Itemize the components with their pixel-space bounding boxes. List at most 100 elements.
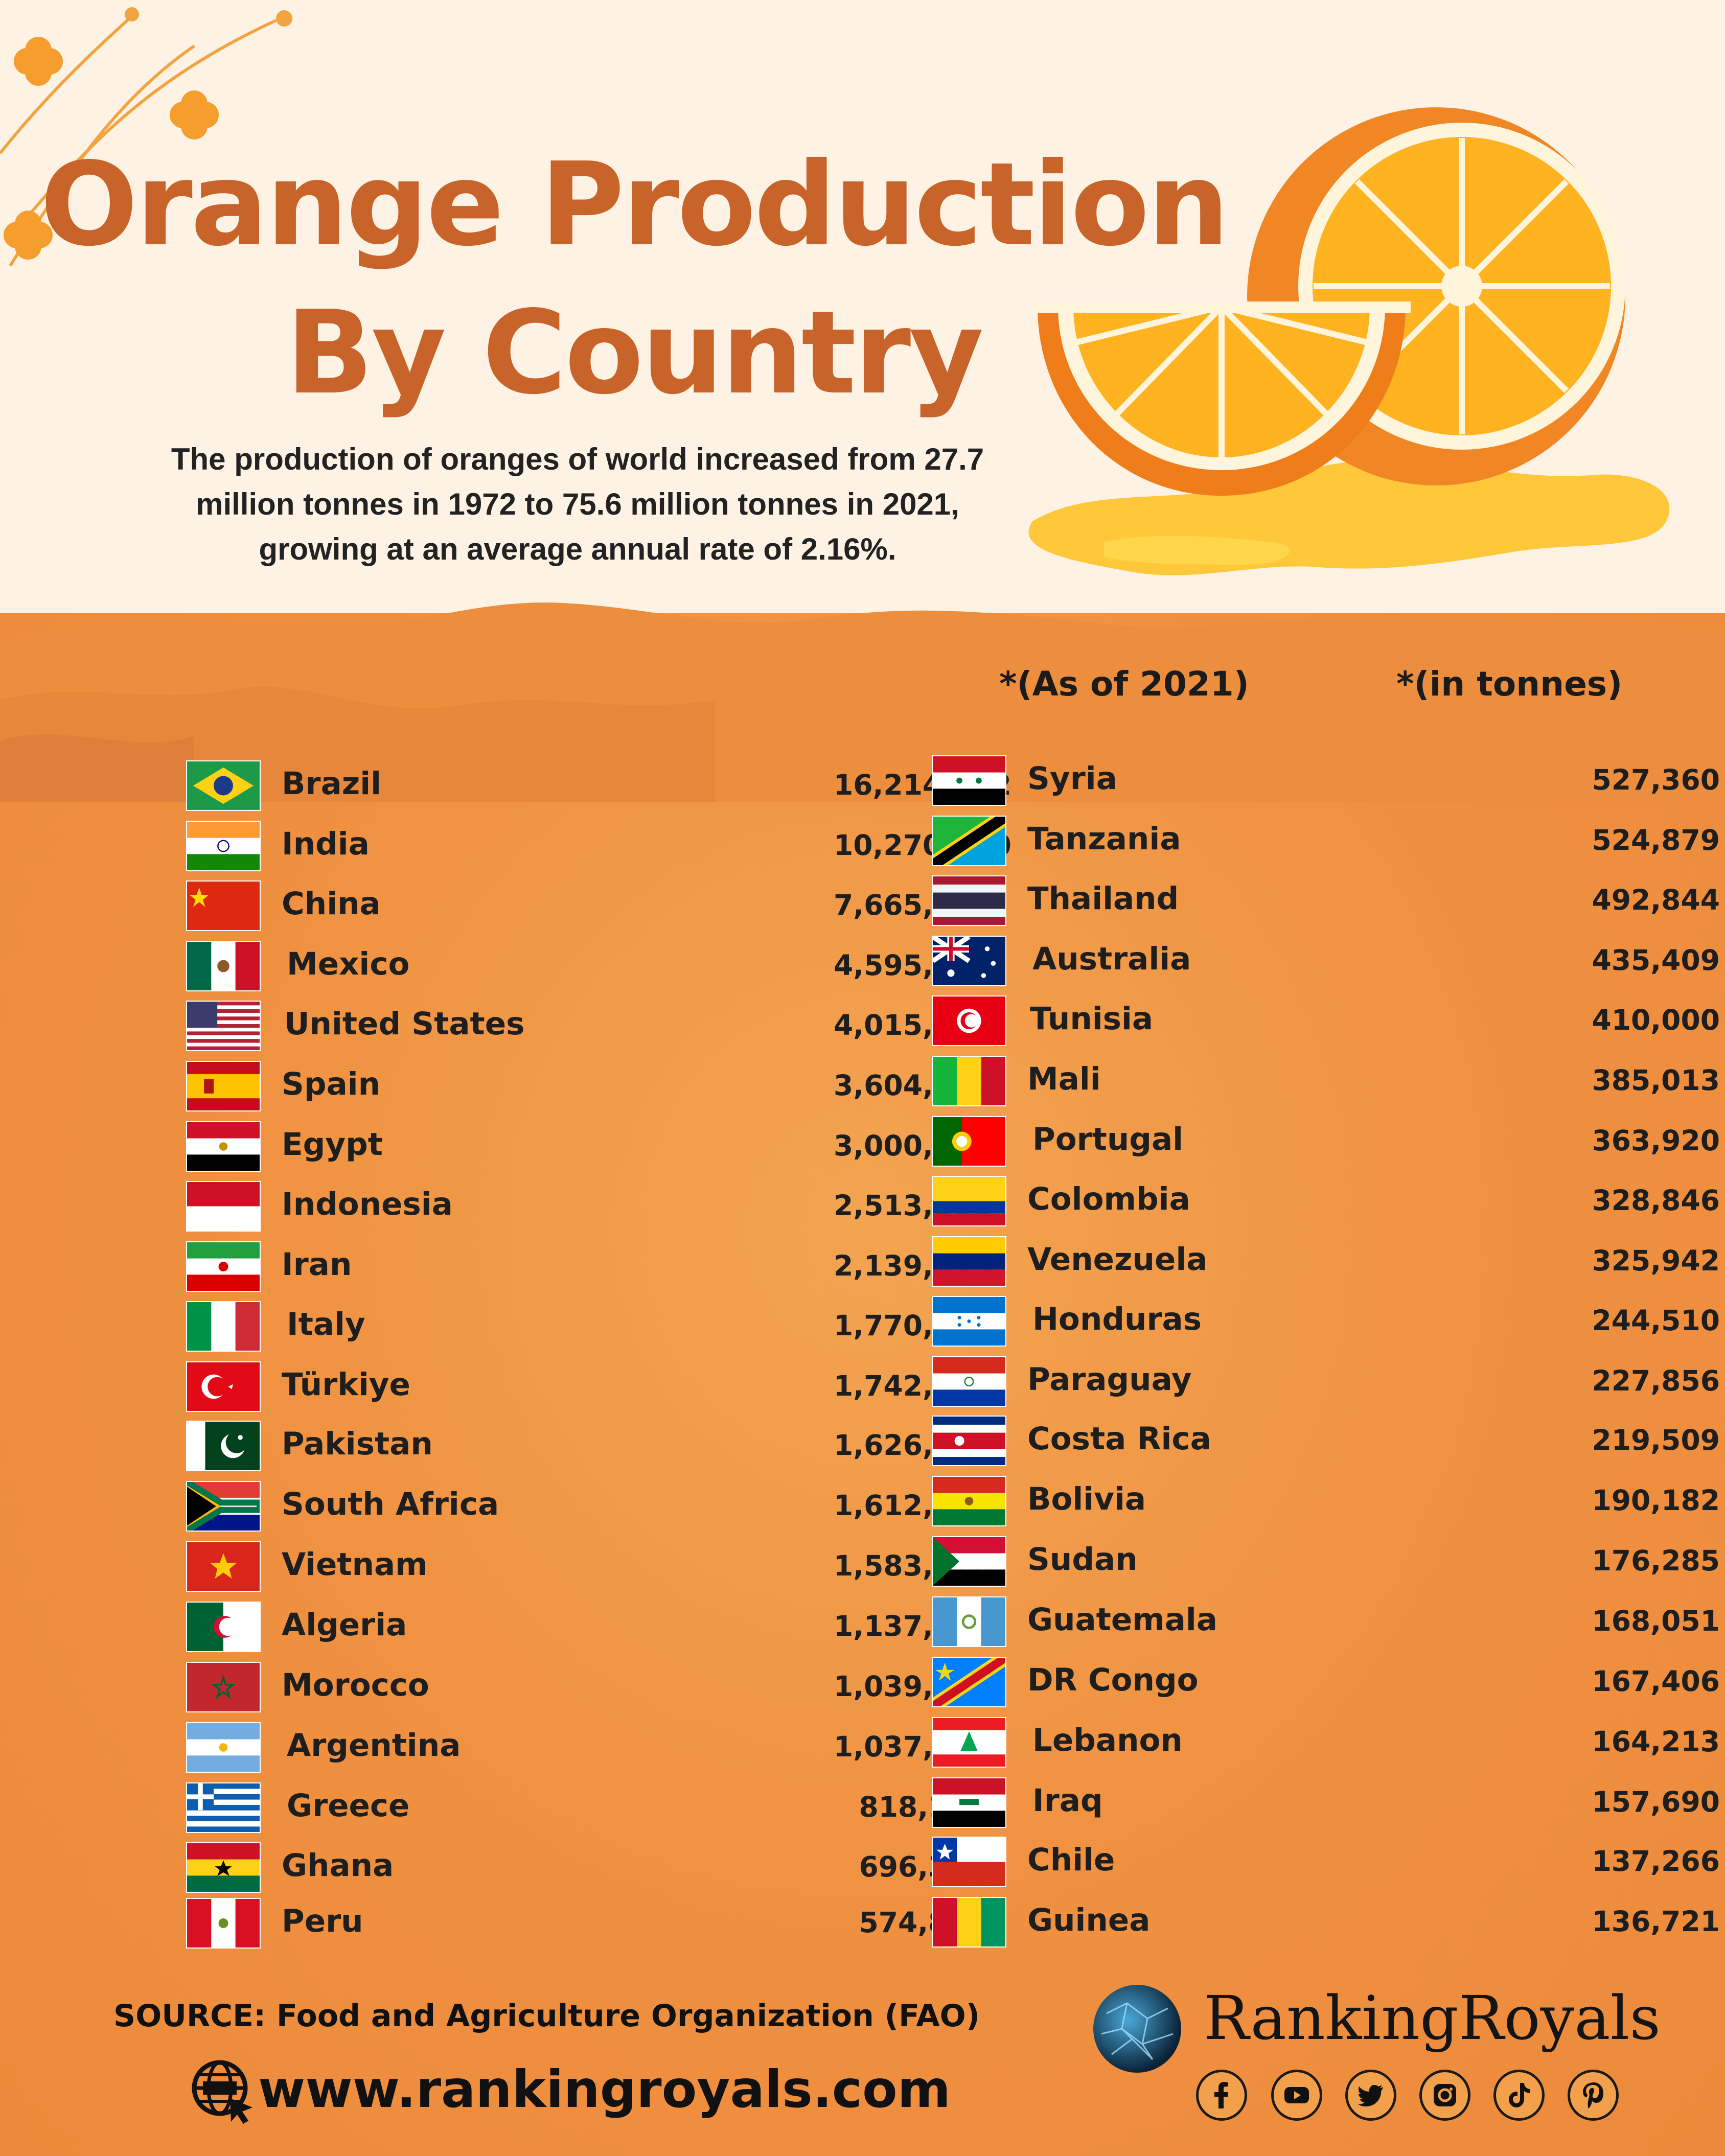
country-row: Algeria 1,137,191 [187, 1603, 997, 1654]
wave-divider [0, 602, 1725, 802]
country-name: Türkiye [282, 1366, 410, 1403]
unit-label: *(in tonnes) [1396, 664, 1623, 704]
turkiye-flag-icon [187, 1362, 260, 1411]
country-row: Colombia 328,846 [933, 1177, 1725, 1228]
country-row: Honduras 244,510 [933, 1297, 1725, 1348]
facebook-icon[interactable] [1196, 2070, 1247, 2121]
country-name: Peru [282, 1903, 363, 1939]
country-row: Lebanon 164,213 [933, 1718, 1725, 1769]
country-name: United States [284, 1006, 525, 1042]
production-value: 328,846 [1592, 1184, 1720, 1217]
country-row: Tunisia 410,000 [933, 996, 1725, 1048]
country-row: Argentina 1,037,319 [187, 1723, 997, 1774]
production-value: 363,920 [1592, 1124, 1720, 1157]
country-name: Tanzania [1027, 821, 1181, 857]
australia-flag-icon [933, 937, 1005, 985]
portugal-flag-icon [933, 1117, 1005, 1166]
thailand-flag-icon [933, 876, 1005, 925]
orange-background [0, 613, 1725, 2156]
country-name: Mali [1027, 1061, 1101, 1097]
country-row: South Africa 1,612,170 [187, 1482, 997, 1533]
country-name: Paraguay [1027, 1361, 1192, 1398]
pinterest-icon[interactable] [1568, 2070, 1619, 2121]
sudan-flag-icon [933, 1537, 1005, 1586]
country-row: Brazil 16,214,982 [187, 761, 1011, 813]
website-link[interactable]: www.rankingroyals.com [258, 2059, 951, 2119]
country-row: Morocco 1,039,382 [187, 1663, 997, 1714]
country-row: Sudan 176,285 [933, 1537, 1725, 1588]
country-row: Egypt 3,000,000 [187, 1122, 997, 1173]
costa-rica-flag-icon [933, 1417, 1005, 1465]
production-value: 385,013 [1592, 1064, 1720, 1097]
country-name: Honduras [1032, 1301, 1202, 1337]
country-name: DR Congo [1027, 1662, 1199, 1698]
country-row: United States 4,015,200 [187, 1002, 997, 1053]
chile-flag-icon [933, 1838, 1005, 1886]
country-name: Colombia [1027, 1181, 1190, 1217]
country-name: Tunisia [1030, 1001, 1154, 1037]
mali-flag-icon [933, 1057, 1005, 1105]
indonesia-flag-icon [187, 1182, 260, 1231]
production-value: 410,000 [1592, 1004, 1720, 1036]
production-value: 137,266 [1592, 1845, 1720, 1877]
country-name: Argentina [287, 1727, 461, 1764]
country-name: Algeria [282, 1607, 407, 1643]
country-row: Mexico 4,595,129 [187, 942, 997, 993]
country-name: Sudan [1027, 1541, 1138, 1578]
country-row: Portugal 363,920 [933, 1117, 1725, 1168]
country-row: Venezuela 325,942 [933, 1237, 1725, 1288]
argentina-flag-icon [187, 1723, 260, 1772]
instagram-icon[interactable] [1419, 2070, 1470, 2121]
guatemala-flag-icon [933, 1597, 1005, 1646]
country-row: Paraguay 227,856 [933, 1357, 1725, 1408]
country-row: Iran 2,139,913 [187, 1242, 997, 1293]
country-row: Tanzania 524,879 [933, 817, 1725, 868]
country-name: Morocco [282, 1667, 429, 1703]
country-row: Indonesia 2,513,861 [187, 1182, 997, 1233]
ghana-flag-icon [187, 1843, 260, 1892]
italy-flag-icon [187, 1302, 260, 1351]
country-name: Indonesia [282, 1186, 453, 1222]
country-name: Iran [282, 1246, 352, 1283]
south-africa-flag-icon [187, 1482, 260, 1531]
source-note: SOURCE: Food and Agriculture Organizatio… [113, 1998, 980, 2034]
country-name: India [282, 826, 370, 862]
production-value: 527,360 [1592, 763, 1720, 796]
country-row: Italy 1,770,910 [187, 1302, 997, 1353]
globe-cursor-icon [192, 2060, 252, 2124]
country-name: Guinea [1027, 1902, 1151, 1938]
country-row: Chile 137,266 [933, 1838, 1725, 1889]
usa-flag-icon [187, 1002, 260, 1050]
country-row: Guinea 136,721 [933, 1898, 1725, 1949]
country-name: Italy [287, 1306, 365, 1342]
production-value: 176,285 [1592, 1544, 1720, 1577]
twitter-icon[interactable] [1345, 2070, 1396, 2121]
youtube-icon[interactable] [1271, 2070, 1322, 2121]
country-name: Iraq [1032, 1782, 1103, 1819]
country-row: Türkiye 1,742,000 [187, 1362, 997, 1413]
country-name: Greece [287, 1788, 410, 1824]
country-name: Bolivia [1027, 1481, 1146, 1517]
venezuela-flag-icon [933, 1237, 1005, 1286]
production-value: 190,182 [1592, 1484, 1720, 1517]
country-name: Chile [1027, 1842, 1115, 1878]
brand-name: RankingRoyals [1204, 1983, 1661, 2053]
country-name: China [282, 886, 381, 922]
page-title-line2: By Country [286, 286, 984, 420]
brazil-flag-icon [187, 761, 260, 810]
country-row: Greece 818,160 [187, 1783, 997, 1835]
lebanon-flag-icon [933, 1718, 1005, 1767]
algeria-flag-icon [187, 1603, 260, 1651]
country-row: Spain 3,604,800 [187, 1062, 997, 1113]
flower-decoration [0, 7, 292, 267]
brand-globe-logo [1093, 1985, 1181, 2073]
country-row: Thailand 492,844 [933, 876, 1725, 928]
country-row: India 10,270,000 [187, 822, 1011, 873]
country-name: Egypt [282, 1126, 383, 1163]
country-row: Ghana 696,364 [187, 1843, 997, 1894]
production-value: 325,942 [1592, 1244, 1720, 1277]
production-value: 157,690 [1592, 1786, 1720, 1818]
country-row: Pakistan 1,626,216 [187, 1422, 997, 1473]
country-name: Pakistan [282, 1426, 433, 1462]
tiktok-icon[interactable] [1493, 2070, 1545, 2121]
